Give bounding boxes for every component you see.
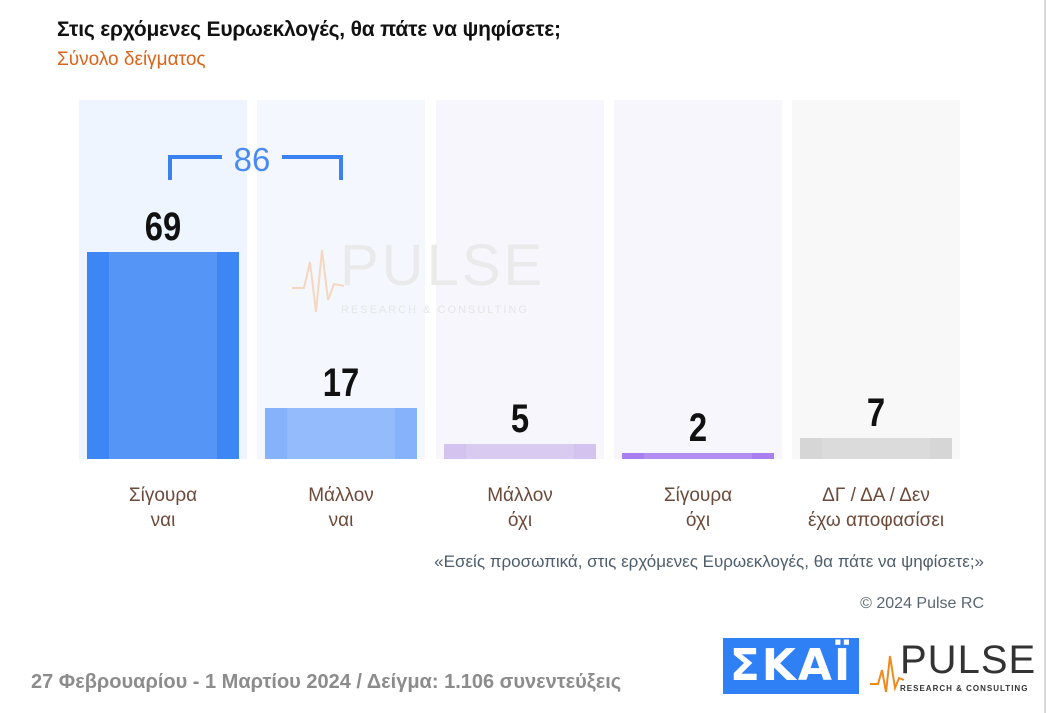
- bracket-left: [168, 155, 222, 180]
- category-label: ναι: [151, 510, 176, 531]
- category-label: ναι: [329, 510, 354, 531]
- bracket-right: [282, 155, 343, 180]
- data-label: 17: [323, 360, 359, 405]
- data-label: 69: [145, 204, 181, 249]
- data-label: 5: [511, 396, 529, 441]
- right-border: [1044, 0, 1046, 713]
- bar-highlight: [109, 252, 217, 459]
- category-label: Σίγουρα: [129, 485, 197, 506]
- category-label: έχω αποφασίσει: [808, 510, 944, 531]
- column-background: [436, 100, 604, 459]
- bar: [87, 252, 239, 459]
- chart-subtitle: Σύνολο δείγματος: [57, 49, 206, 70]
- bar-highlight: [466, 444, 574, 459]
- pulse-wave-icon: [870, 655, 905, 693]
- question-text: «Εσείς προσωπικά, στις ερχόμενες Ευρωεκλ…: [434, 552, 984, 571]
- category-label: ΔΓ / ΔΑ / Δεν: [822, 485, 930, 506]
- copyright: © 2024 Pulse RC: [860, 595, 984, 612]
- bar-highlight: [822, 438, 930, 459]
- footer-fieldwork: 27 Φεβρουαρίου - 1 Μαρτίου 2024 / Δείγμα…: [31, 671, 622, 693]
- bar: [265, 408, 417, 459]
- pulse-logo-sub: RESEARCH & CONSULTING: [900, 684, 1029, 693]
- watermark-text: PULSE: [340, 233, 545, 298]
- bar: [622, 453, 774, 459]
- chart-title: Στις ερχόμενες Ευρωεκλογές, θα πάτε να ψ…: [57, 18, 561, 41]
- column-background: [792, 100, 960, 459]
- watermark-subtext: RESEARCH & CONSULTING: [341, 304, 529, 316]
- skai-logo: ΣΚΑΪ: [723, 638, 859, 694]
- category-label: Μάλλον: [487, 485, 553, 506]
- bar: [444, 444, 596, 459]
- pulse-logo: PULSE RESEARCH & CONSULTING: [870, 638, 1035, 696]
- bar-highlight: [287, 408, 395, 459]
- skai-logo-text: ΣΚΑΪ: [729, 640, 853, 691]
- category-label: Μάλλον: [308, 485, 374, 506]
- pulse-logo-word: PULSE: [900, 638, 1037, 682]
- bar: [800, 438, 952, 459]
- watermark-wave: [292, 249, 345, 313]
- category-label: Σίγουρα: [664, 485, 732, 506]
- bracket-label: 86: [234, 141, 271, 178]
- data-label: 7: [867, 390, 885, 435]
- bar-highlight: [644, 453, 752, 459]
- column-background: [614, 100, 782, 459]
- data-label: 2: [689, 405, 707, 450]
- category-label: όχι: [508, 510, 532, 531]
- category-label: όχι: [686, 510, 710, 531]
